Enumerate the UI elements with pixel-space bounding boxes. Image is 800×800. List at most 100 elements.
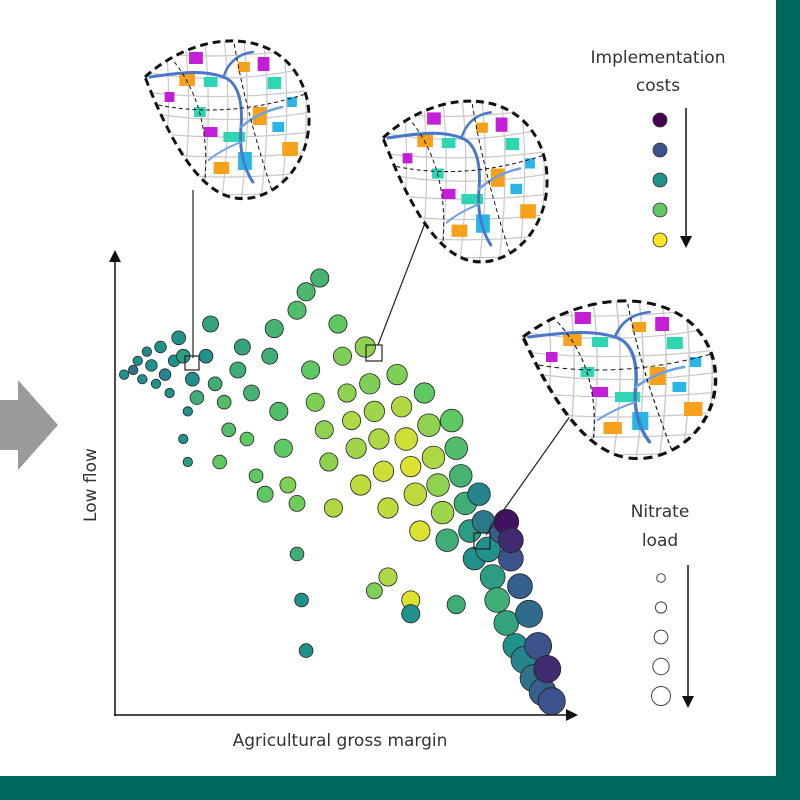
scatter-point xyxy=(426,473,450,497)
scatter-point xyxy=(368,428,390,450)
scatter-point xyxy=(484,587,511,613)
scatter-point xyxy=(178,433,189,445)
nitrate-legend-title-1: Nitrate xyxy=(631,502,690,522)
scatter-point xyxy=(319,452,339,472)
scatter-point xyxy=(145,359,158,372)
scatter-point xyxy=(430,500,455,525)
scatter-point xyxy=(337,383,357,403)
scatter-point xyxy=(305,392,325,412)
scatter-point xyxy=(261,347,279,365)
scatter-point xyxy=(323,498,343,518)
scatter-point xyxy=(444,436,468,460)
scatter-point xyxy=(294,592,309,608)
scatter-point xyxy=(141,346,152,357)
scatter-point xyxy=(328,314,348,334)
scatter-point xyxy=(243,384,260,402)
scatter-point xyxy=(363,400,385,422)
map-inset-1 xyxy=(145,32,312,202)
nitrate-legend-swatch xyxy=(656,573,666,583)
scatter-point xyxy=(409,520,431,542)
scatter-point xyxy=(400,455,422,478)
map-inset-2 xyxy=(383,92,550,265)
scatter-point xyxy=(435,528,459,552)
scatter-point xyxy=(440,408,464,433)
scatter-point xyxy=(359,373,381,395)
scatter-point xyxy=(158,368,172,381)
nitrate-legend-swatch xyxy=(652,657,670,676)
scatter-point xyxy=(417,413,441,437)
scatter-point xyxy=(301,360,321,380)
scatter-point xyxy=(229,361,247,379)
scatter-point xyxy=(202,315,219,333)
scatter-point xyxy=(189,390,205,405)
scatter-point xyxy=(507,573,533,599)
scatter-point xyxy=(296,282,316,302)
scatter-point xyxy=(479,564,506,590)
scatter-point xyxy=(378,567,398,587)
scatter-point xyxy=(273,438,293,458)
scatter-point xyxy=(365,582,383,600)
scatter-point xyxy=(332,346,352,366)
scatter-point xyxy=(119,369,130,380)
scatter-point xyxy=(342,411,362,431)
scatter-point xyxy=(248,468,264,484)
scatter-point xyxy=(421,445,446,470)
nitrate-legend: Nitrate load xyxy=(631,502,694,708)
scatter-point xyxy=(498,527,524,553)
scatter-point xyxy=(354,336,376,358)
scatter-point xyxy=(128,364,139,376)
cost-legend-swatch xyxy=(652,172,668,188)
scatter-point xyxy=(386,363,408,386)
scatter-point xyxy=(350,474,372,496)
cost-legend: Implementation costs xyxy=(591,48,726,248)
y-axis-label: Low flow xyxy=(81,448,101,522)
scatter-point xyxy=(401,604,421,624)
x-axis-label: Agricultural gross margin xyxy=(233,731,448,751)
scatter-point xyxy=(537,687,566,716)
scatter-point xyxy=(372,460,395,482)
scatter-point xyxy=(493,610,520,636)
cost-legend-swatch xyxy=(652,232,668,248)
scatter-point xyxy=(391,396,413,418)
scatter-point xyxy=(345,437,367,459)
scatter-point xyxy=(287,300,307,320)
nitrate-legend-swatch xyxy=(653,629,669,645)
scatter-point xyxy=(467,482,491,506)
scatter-point xyxy=(264,319,284,339)
cost-legend-swatch xyxy=(652,142,668,158)
scatter-point xyxy=(279,476,297,494)
scatter-point xyxy=(256,485,274,503)
scatter-points xyxy=(119,268,566,716)
cost-legend-title-1: Implementation xyxy=(591,48,726,68)
nitrate-legend-swatch xyxy=(654,601,668,614)
scatter-point xyxy=(413,382,435,404)
flow-arrow-icon xyxy=(0,380,58,470)
scatter-point xyxy=(310,268,330,288)
nitrate-legend-title-2: load xyxy=(642,531,678,551)
scatter-point xyxy=(289,546,305,562)
cost-legend-swatch xyxy=(652,112,668,128)
scatter-point xyxy=(164,387,175,399)
scatter-point xyxy=(212,454,227,470)
scatter-point xyxy=(533,655,562,683)
scatter-point xyxy=(182,406,193,417)
map-inset-3 xyxy=(523,292,719,462)
cost-legend-title-2: costs xyxy=(636,76,680,96)
scatter-point xyxy=(314,420,334,440)
scatter-point xyxy=(137,374,148,385)
scatter-point xyxy=(269,401,289,421)
scatter-point xyxy=(239,431,255,447)
scatter-point xyxy=(150,378,162,389)
scatter-point xyxy=(221,422,237,438)
scatter-point xyxy=(446,595,466,615)
inset-connectors xyxy=(184,190,579,550)
nitrate-legend-swatch xyxy=(651,686,671,706)
scatter-point xyxy=(132,355,143,366)
scatter-point xyxy=(185,371,200,387)
cost-legend-swatch xyxy=(652,202,668,218)
scatter-point xyxy=(154,340,167,354)
scatter-point xyxy=(233,338,251,356)
scatter-point xyxy=(449,464,473,488)
scatter-point xyxy=(377,497,399,519)
